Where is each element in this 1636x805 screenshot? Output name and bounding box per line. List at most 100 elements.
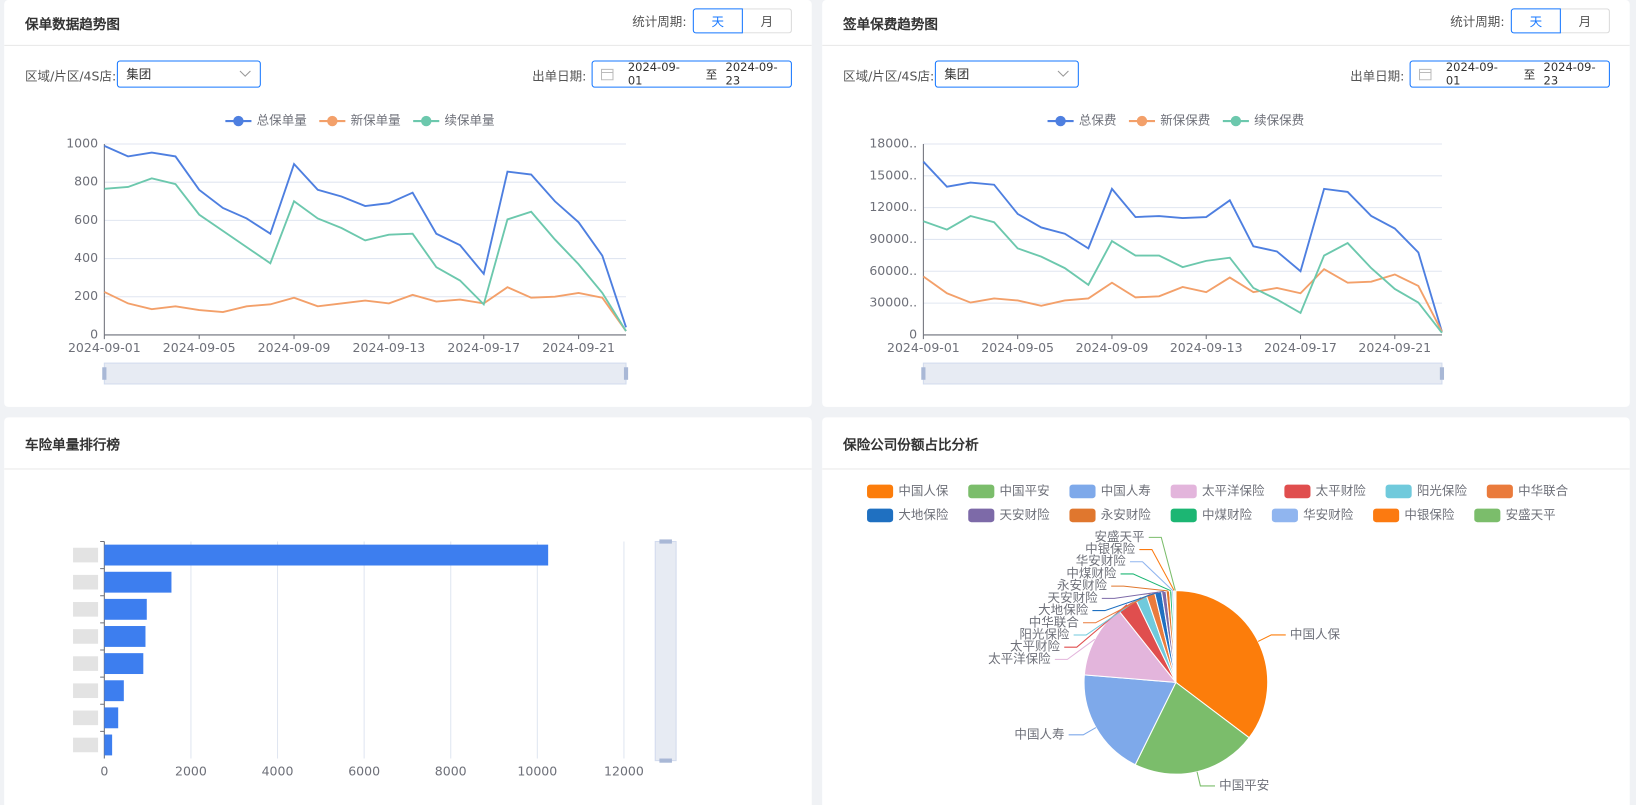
panel-header: 保单数据趋势图 统计周期: 天 月	[4, 0, 812, 46]
label-line	[1054, 638, 1096, 660]
zoom-handle	[659, 758, 672, 763]
y-tick-label: 200	[74, 288, 98, 303]
zoom-slider	[922, 362, 1443, 385]
zoom-slider	[654, 540, 677, 762]
y-tick-label: 30000..	[869, 295, 917, 310]
label-line	[1120, 573, 1171, 592]
period-month[interactable]: 月	[742, 8, 792, 34]
legend-swatch	[968, 508, 995, 523]
date-separator: 至	[705, 67, 718, 82]
legend-swatch	[968, 484, 995, 499]
bar	[104, 571, 172, 593]
legend-label: 中国人保	[898, 483, 949, 498]
legend-label: 续保保费	[1254, 113, 1304, 128]
dropdown-arrow	[1057, 70, 1069, 77]
legend-label: 太平财险	[1316, 483, 1367, 498]
y-tick-label: 600	[74, 212, 98, 227]
period-month[interactable]: 月	[1560, 8, 1610, 34]
x-tick-label: 2024-09-13	[1170, 340, 1243, 355]
x-tick-label: 2024-09-05	[981, 340, 1054, 355]
slice-label: 中国人保	[1290, 626, 1341, 641]
zoom-handle	[102, 367, 107, 380]
slice-label: 安盛天平	[1095, 529, 1145, 544]
line-series	[103, 145, 627, 328]
bar	[104, 544, 549, 566]
slice-label: 太平洋保险	[988, 651, 1051, 666]
x-tick-label: 12000	[604, 764, 644, 779]
period-label: 统计周期:	[1450, 14, 1505, 29]
panel-title: 保单数据趋势图	[25, 17, 121, 34]
x-tick-label: 2000	[175, 764, 207, 779]
legend-label: 中华联合	[1518, 483, 1569, 498]
line-series	[923, 215, 1443, 334]
y-tick-label: 800	[74, 174, 98, 189]
panel: 车险单量排行榜 0 2000 4000 6000 8000 10000 12000	[4, 417, 812, 805]
y-tick-label: 1000	[66, 135, 98, 150]
region-select[interactable]: 集团	[934, 60, 1079, 88]
y-tick-label: 90000..	[869, 231, 917, 246]
x-tick-label: 8000	[435, 764, 467, 779]
period-day[interactable]: 天	[1510, 8, 1561, 34]
chart: 0 30000.. 60000.. 90000.. 12000.. 15000.. 1800…	[869, 113, 1445, 385]
slice-label: 中银保险	[1085, 541, 1136, 556]
period-day[interactable]: 天	[692, 8, 743, 34]
panel-title: 保险公司份额占比分析	[843, 438, 979, 454]
legend-marker	[1230, 115, 1242, 127]
line-series	[922, 161, 1443, 333]
legend-label: 总保费	[1079, 113, 1117, 128]
bar	[104, 707, 119, 729]
line-series	[922, 267, 1443, 333]
date-label: 出单日期:	[1350, 68, 1405, 84]
legend-label: 中银保险	[1404, 507, 1455, 522]
legend-swatch	[1069, 484, 1096, 499]
y-tick-label: 400	[74, 250, 98, 265]
legend-marker	[420, 115, 432, 127]
slice-label: 中国人寿	[1014, 726, 1064, 741]
label-line	[1196, 771, 1216, 787]
legend-label: 天安财险	[1000, 507, 1051, 522]
legend-label: 中国平安	[1000, 483, 1050, 498]
date-separator: 至	[1523, 67, 1536, 82]
slice-label: 中煤财险	[1066, 565, 1117, 580]
y-tick-label: 12000..	[869, 199, 917, 214]
blurred-label	[73, 602, 99, 617]
legend-swatch	[1474, 508, 1501, 523]
legend-label: 太平洋保险	[1202, 483, 1265, 498]
x-tick-label: 10000	[517, 764, 557, 779]
legend-swatch	[1069, 508, 1096, 523]
pie-slice	[1134, 681, 1250, 775]
legend-label: 安盛天平	[1506, 507, 1556, 522]
legend-marker	[1055, 115, 1066, 127]
region-value: 集团	[944, 66, 970, 82]
dropdown-arrow	[239, 70, 251, 77]
x-tick-label: 2024-09-17	[447, 340, 520, 355]
x-tick-label: 6000	[348, 764, 380, 779]
legend-swatch	[867, 484, 894, 499]
zoom-slider	[103, 362, 627, 385]
legend-label: 新保单量	[351, 113, 401, 128]
date-range[interactable]: 2024-09-01 至 2024-09-23	[591, 60, 792, 88]
panel-header: 保险公司份额占比分析	[822, 417, 1630, 470]
panel: 签单保费趋势图 统计周期: 天 月 区域/片区/4S店: 集团 出单日期: 20…	[822, 0, 1630, 407]
slice-label: 华安财险	[1076, 553, 1127, 568]
x-tick-label: 4000	[262, 764, 294, 779]
panel-title: 签单保费趋势图	[843, 17, 939, 34]
period-switch: 统计周期: 天 月	[1450, 8, 1610, 34]
line-series	[104, 177, 627, 332]
date-end: 2024-09-23	[1543, 60, 1596, 88]
legend-label: 续保单量	[444, 113, 494, 128]
label-line	[1083, 593, 1151, 624]
bar	[104, 653, 144, 675]
label-line	[1092, 591, 1159, 612]
panel-title: 车险单量排行榜	[25, 438, 121, 454]
bar	[104, 626, 146, 647]
zoom-handle	[921, 367, 926, 380]
region-select[interactable]: 集团	[116, 60, 261, 88]
date-range[interactable]: 2024-09-01 至 2024-09-23	[1409, 60, 1610, 88]
legend-label: 总保单量	[257, 113, 307, 128]
legend-label: 大地保险	[898, 507, 949, 522]
slice-label: 中华联合	[1029, 614, 1080, 629]
legend-swatch	[1385, 484, 1412, 499]
legend-swatch	[1170, 508, 1197, 523]
